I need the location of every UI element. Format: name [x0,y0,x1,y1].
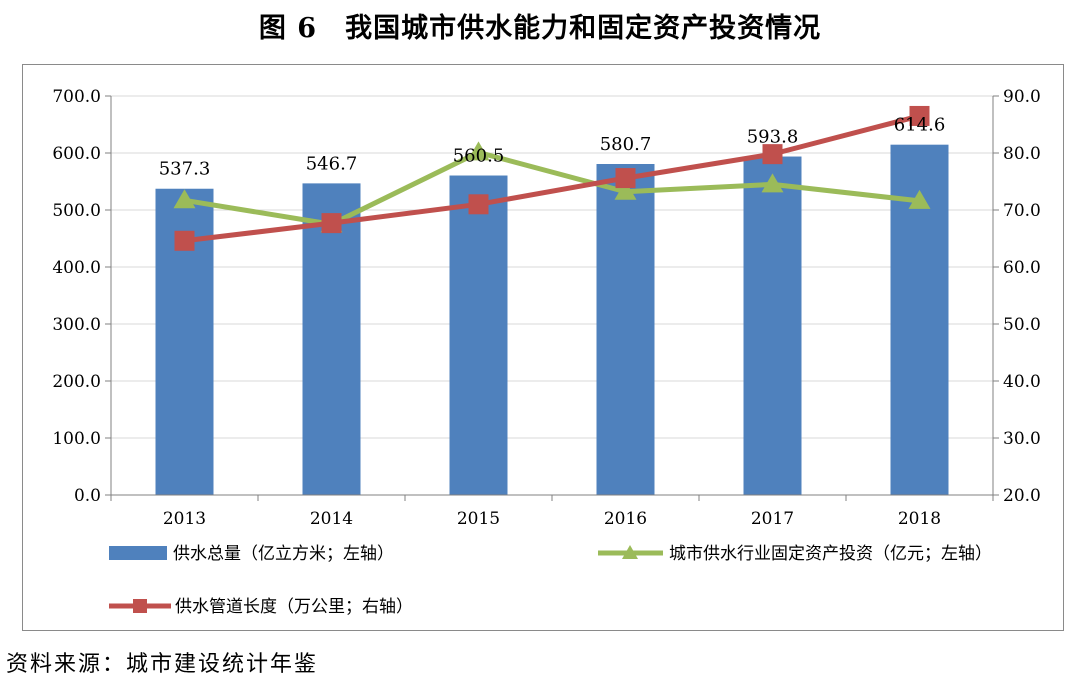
right-axis-tick-label: 20.0 [1003,486,1041,506]
left-axis-tick-label: 100.0 [52,429,101,449]
investment-point [467,141,490,161]
bar-data-label: 580.7 [600,134,652,155]
left-axis-tick-label: 500.0 [52,201,101,221]
investment-point [614,180,637,200]
right-axis-tick-label: 90.0 [1003,87,1041,107]
x-axis-tick-label: 2017 [751,509,794,529]
pipeline-length-point [909,105,930,126]
chart-frame: 0.0 100.0 200.0 300.0 400.0 500.0 600.0 700.0 20… [22,64,1064,631]
bar-data-label: 614.6 [894,115,946,136]
right-axis-tick-label: 80.0 [1003,144,1041,164]
pipeline-length-point [468,194,489,215]
bar-data-label: 546.7 [306,153,358,174]
left-axis-tick-label: 400.0 [52,258,101,278]
x-axis-tick-label: 2016 [604,509,647,529]
bar [596,164,655,495]
left-axis-tick-label: 0.0 [74,486,101,506]
bar [449,175,508,495]
chart-svg: 0.0 100.0 200.0 300.0 400.0 500.0 600.0 700.0 20… [52,87,1041,617]
bar-data-label: 560.5 [453,146,505,167]
left-axis-tick-label: 600.0 [52,144,101,164]
legend-marker-triangle [622,545,638,559]
pipeline-length-line [184,113,921,244]
bar-data-label: 537.3 [159,159,211,180]
investment-point [761,173,784,193]
x-axis-tick-label: 2013 [163,509,206,529]
left-axis-tick-label: 700.0 [52,87,101,107]
bar [302,183,361,496]
pipeline-length-point [615,168,636,189]
pipeline-length-point [321,213,342,234]
x-axis-tick-label: 2015 [457,509,500,529]
legend-marker-square [133,599,147,613]
bar-series [155,144,949,496]
line-series [173,105,931,251]
investment-line [184,149,920,227]
left-axis-tick-label: 300.0 [52,315,101,335]
left-axis-tick-label: 200.0 [52,372,101,392]
legend: 供水总量（亿立方米；左轴） 城市供水行业固定资产投资（亿元；左轴） 供水管道长度（万… [109,544,992,617]
legend-label-supply: 供水总量（亿立方米；左轴） [173,544,394,564]
data-labels: 537.3 546.7 560.5 580.7 593.8 614.6 [159,115,946,180]
axes: 0.0 100.0 200.0 300.0 400.0 500.0 600.0 700.0 20… [52,87,1041,529]
right-axis-tick-label: 50.0 [1003,315,1041,335]
right-axis-tick-label: 70.0 [1003,201,1041,221]
pipeline-length-point [174,230,195,251]
source-note: 资料来源：城市建设统计年鉴 [6,652,319,677]
x-axis-tick-label: 2018 [898,509,941,529]
investment-point [908,189,931,209]
right-axis-tick-label: 30.0 [1003,429,1041,449]
chart-title: 图 6 我国城市供水能力和固定资产投资情况 [258,13,822,44]
bar [743,156,802,495]
right-axis-tick-label: 60.0 [1003,258,1041,278]
pipeline-length-point [762,144,783,165]
x-axis-tick-label: 2014 [310,509,353,529]
right-axis-tick-label: 40.0 [1003,372,1041,392]
bar-data-label: 593.8 [747,127,799,148]
legend-label-pipeline: 供水管道长度（万公里；右轴） [175,597,413,617]
gridlines [111,95,993,439]
legend-swatch-bar [109,546,167,560]
legend-label-investment: 城市供水行业固定资产投资（亿元；左轴） [669,544,992,564]
investment-point [173,189,196,209]
